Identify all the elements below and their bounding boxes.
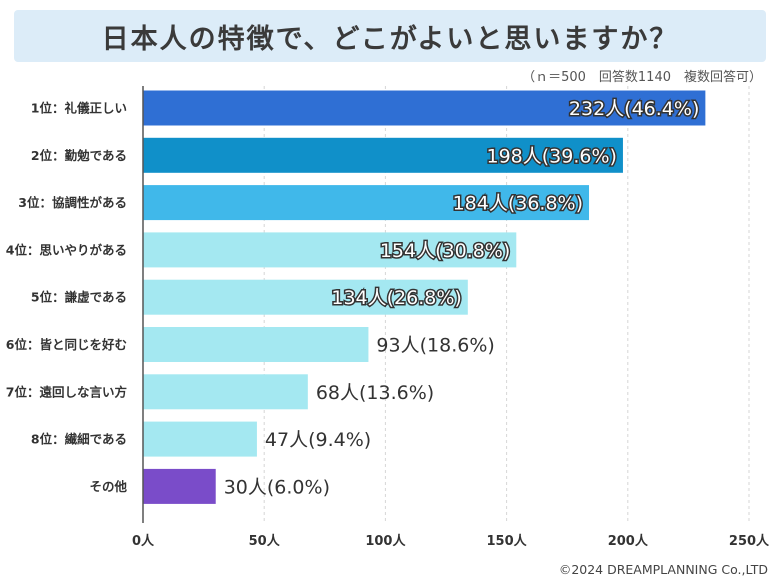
bar [143, 232, 517, 268]
bar [143, 137, 623, 173]
category-label: 6位：皆と同じを好む [6, 337, 127, 352]
sample-note: （ｎ＝500 回答数1140 複数回答可） [522, 70, 762, 85]
category-label: 1位：礼儀正しい [31, 101, 127, 116]
bar [143, 90, 706, 126]
data-label: 134人(26.8%) [331, 287, 461, 309]
data-label: 198人(39.6%) [486, 145, 616, 167]
x-tick-label: 50人 [249, 533, 281, 549]
data-label: 30人(6.0%) [224, 476, 330, 498]
x-tick-label: 200人 [608, 533, 649, 549]
data-label: 154人(30.8%) [380, 240, 510, 262]
x-tick-label: 100人 [365, 533, 406, 549]
bar [143, 327, 369, 362]
bar [143, 279, 468, 315]
category-label: 2位：勤勉である [31, 148, 127, 163]
x-tick-label: 250人 [729, 533, 770, 549]
bar [143, 374, 308, 410]
bar [143, 468, 216, 504]
title-banner: 日本人の特徴で、どこがよいと思いますか？ [14, 10, 766, 62]
data-label: 47人(9.4%) [265, 429, 371, 451]
category-label: 5位：謙虚である [31, 290, 127, 305]
data-label: 68人(13.6%) [316, 382, 434, 404]
category-label: 4位：思いやりがある [6, 242, 127, 257]
bar [143, 185, 590, 221]
data-label: 232人(46.4%) [569, 98, 699, 120]
category-label: 7位：遠回しな言い方 [6, 384, 127, 399]
data-label: 93人(18.6%) [376, 335, 494, 357]
bar [143, 421, 257, 457]
data-label: 184人(36.8%) [453, 193, 583, 215]
category-label: 3位：協調性がある [18, 195, 127, 210]
x-tick-label: 0人 [132, 533, 155, 549]
category-label: 8位：繊細である [31, 432, 127, 447]
copyright-text: ©2024 DREAMPLANNING Co.,LTD [558, 562, 768, 577]
chart-title: 日本人の特徴で、どこがよいと思いますか？ [101, 23, 679, 55]
x-tick-label: 150人 [487, 533, 528, 549]
category-label: その他 [89, 479, 127, 494]
